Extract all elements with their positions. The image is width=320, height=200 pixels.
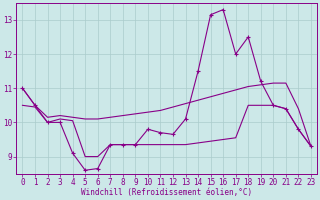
X-axis label: Windchill (Refroidissement éolien,°C): Windchill (Refroidissement éolien,°C) <box>81 188 252 197</box>
